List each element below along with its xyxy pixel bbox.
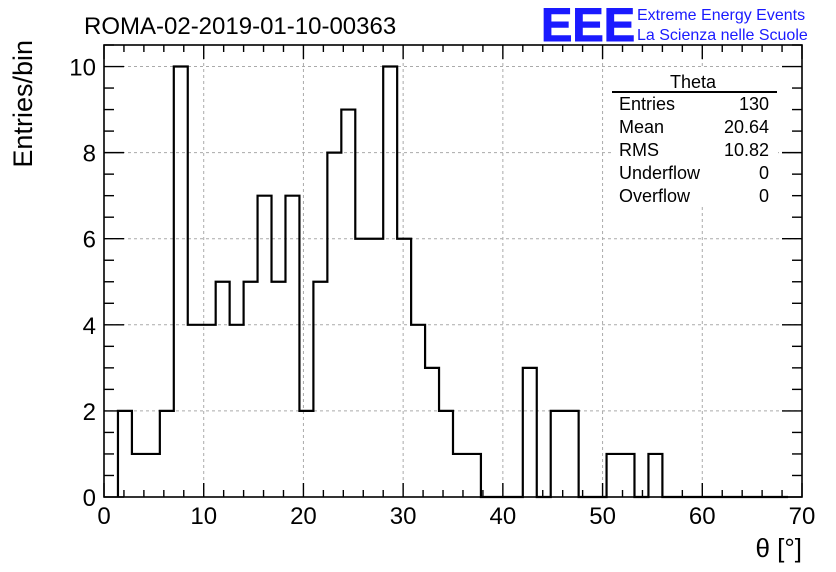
x-tick-label: 0 xyxy=(97,503,110,530)
y-tick-label: 0 xyxy=(83,485,96,512)
stats-label-mean: Mean xyxy=(619,117,664,137)
y-tick-label: 4 xyxy=(83,313,96,340)
stats-value-rms: 10.82 xyxy=(724,140,769,160)
stats-value-entries: 130 xyxy=(739,94,769,114)
axis-ticks xyxy=(103,44,803,498)
y-axis-label: Entries/bin xyxy=(8,40,38,168)
eee-logo-mark: EEE xyxy=(541,0,635,51)
x-tick-label: 20 xyxy=(290,503,317,530)
logo-line-1: Extreme Energy Events xyxy=(637,7,805,24)
x-tick-label: 40 xyxy=(490,503,517,530)
stats-label-underflow: Underflow xyxy=(619,163,701,183)
histogram-outline xyxy=(116,65,789,499)
stats-label-rms: RMS xyxy=(619,140,659,160)
x-tick-label: 60 xyxy=(689,503,716,530)
x-tick-label: 50 xyxy=(589,503,616,530)
y-tick-label: 6 xyxy=(83,227,96,254)
plot-frame xyxy=(103,44,803,498)
stats-value-underflow: 0 xyxy=(759,163,769,183)
y-tick-label: 8 xyxy=(83,141,96,168)
stats-label-entries: Entries xyxy=(619,94,675,114)
y-tick-label: 2 xyxy=(83,399,96,426)
stats-value-mean: 20.64 xyxy=(724,117,769,137)
x-tick-label: 10 xyxy=(190,503,217,530)
stats-label-overflow: Overflow xyxy=(619,186,691,206)
tick-labels: 0 10 20 30 40 50 60 70 0 2 4 6 8 10 xyxy=(69,55,815,530)
logo-line-2: La Scienza nelle Scuole xyxy=(637,27,808,44)
x-tick-label: 70 xyxy=(789,503,816,530)
x-axis-label: θ [°] xyxy=(755,533,802,563)
stats-value-overflow: 0 xyxy=(759,186,769,206)
stats-box-title: Theta xyxy=(670,72,717,92)
y-tick-label: 10 xyxy=(69,55,96,82)
stats-box: Theta Entries 130 Mean 20.64 RMS 10.82 U… xyxy=(612,69,778,207)
chart-title: ROMA-02-2019-01-10-00363 xyxy=(84,13,396,40)
x-tick-label: 30 xyxy=(390,503,417,530)
